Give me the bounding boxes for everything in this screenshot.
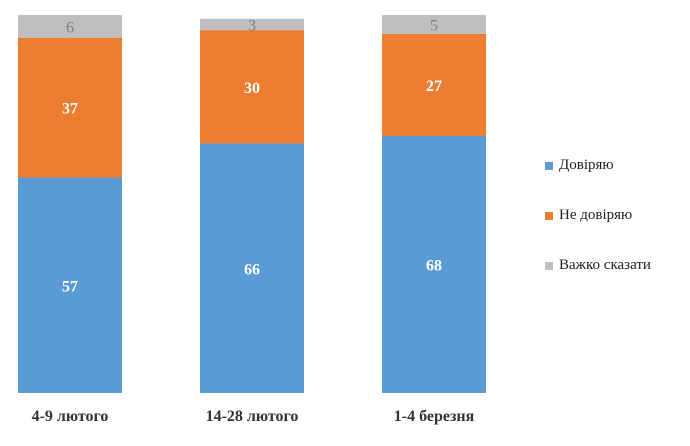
legend-swatch	[545, 161, 553, 170]
data-label: 66	[244, 261, 260, 278]
bar-segment	[200, 30, 304, 144]
bar-segment	[18, 15, 122, 38]
data-label: 5	[430, 17, 438, 34]
bar-segment	[382, 135, 486, 393]
bar-segment	[200, 143, 304, 393]
legend-label: Довіряю	[559, 157, 614, 173]
bar-segment	[18, 37, 122, 178]
data-label: 68	[426, 257, 442, 274]
data-label: 6	[66, 19, 74, 36]
category-label: 4-9 лютого	[32, 408, 109, 425]
data-label: 27	[426, 78, 442, 95]
bar-segment	[18, 177, 122, 393]
legend-item: Важко сказати	[545, 257, 651, 274]
legend-label: Не довіряю	[559, 207, 633, 223]
data-label: 37	[62, 101, 78, 118]
bar-segment	[200, 18, 304, 31]
category-label: 14-28 лютого	[206, 408, 299, 425]
category-label: 1-4 березня	[394, 408, 475, 425]
data-label: 57	[62, 278, 78, 295]
legend-swatch	[545, 261, 553, 270]
bar-segment	[382, 15, 486, 34]
bar-segment	[382, 33, 486, 136]
legend-swatch	[545, 211, 553, 220]
legend-item: Не довіряю	[545, 207, 632, 224]
data-label: 3	[248, 17, 256, 34]
legend-label: Важко сказати	[559, 257, 651, 273]
data-label: 30	[244, 80, 260, 97]
legend-item: Довіряю	[545, 157, 614, 174]
